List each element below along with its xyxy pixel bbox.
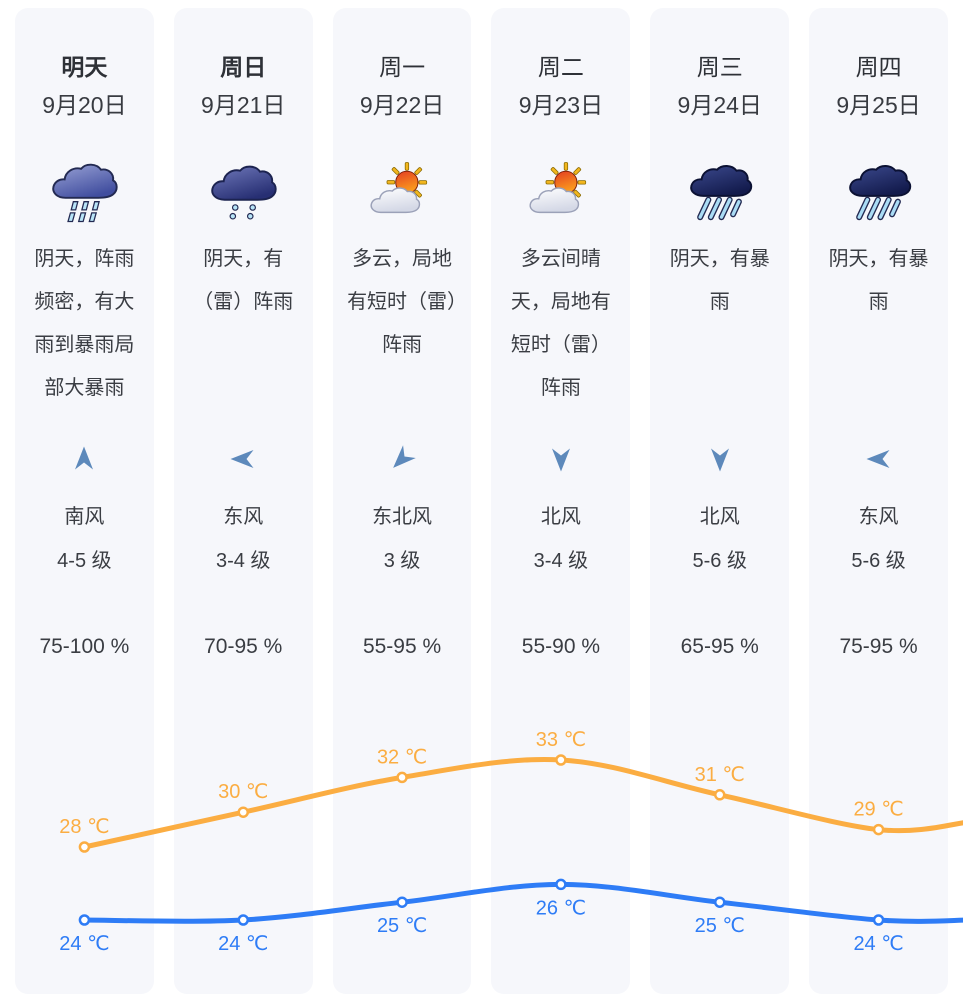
sun-cloud-icon [529, 162, 586, 214]
wind-force-label: 4-5 级 [57, 550, 112, 572]
wind-force-label: 5-6 级 [851, 550, 906, 572]
wind-force-label: 3-4 级 [216, 550, 271, 572]
day-name: 周三 [696, 54, 743, 80]
day-card[interactable]: 周日 9月21日 阴天，有（雷）阵雨 东风 3-4 级 70-95 % [173, 8, 313, 994]
weather-description: 多云间晴天，局地有短时（雷）阵雨 [510, 248, 611, 399]
day-card[interactable]: 周二 9月23日 多云间晴天，局地有短时（雷）阵雨 北风 3-4 级 55-90… [491, 8, 631, 994]
day-name: 周二 [537, 54, 584, 80]
wind-arrow-icon [230, 450, 254, 468]
humidity-range: 55-95 % [362, 635, 442, 658]
weather-icon [491, 158, 630, 226]
weather-description: 阴天，有（雷）阵雨 [193, 248, 294, 313]
wind-direction-label: 东风 [223, 506, 264, 528]
day-date: 9月22日 [359, 92, 445, 118]
wind-direction-label: 北风 [540, 506, 581, 528]
humidity-range: 75-100 % [39, 635, 130, 658]
wind-direction-label: 东北风 [372, 506, 433, 528]
weather-description: 多云，局地有短时（雷）阵雨 [347, 248, 458, 356]
storm-rain-icon [689, 165, 752, 221]
rain-drops-icon [211, 165, 277, 220]
humidity-range: 70-95 % [204, 635, 283, 658]
weather-description: 阴天，有暴雨 [828, 248, 929, 313]
wind-direction-icon [650, 442, 789, 476]
heavy-rain-icon [52, 163, 119, 223]
weather-icon [15, 158, 154, 226]
wind-force-label: 3-4 级 [533, 550, 589, 572]
wind-arrow-icon [551, 448, 570, 472]
wind-direction-label: 南风 [64, 506, 105, 528]
humidity-range: 65-95 % [680, 635, 759, 658]
day-name: 周日 [220, 54, 267, 80]
weather-icon [809, 158, 948, 226]
day-card[interactable]: 周一 9月22日 多云，局地有短时（雷）阵雨 东北风 3 级 55-95 % [332, 8, 472, 994]
weather-description: 阴天，阵雨频密，有大雨到暴雨局部大暴雨 [34, 248, 135, 399]
day-date: 9月23日 [518, 92, 604, 118]
wind-direction-label: 东风 [858, 506, 899, 528]
wind-arrow-icon [393, 445, 416, 468]
humidity-range: 75-95 % [839, 635, 918, 658]
wind-direction-icon [15, 442, 154, 476]
wind-arrow-icon [866, 450, 890, 468]
weather-icon [174, 158, 313, 226]
day-date: 9月21日 [201, 92, 286, 118]
humidity-range: 55-90 % [521, 635, 601, 658]
day-card[interactable]: 周四 9月25日 阴天，有暴雨 东风 5-6 级 75-95 % [809, 8, 948, 994]
wind-direction-icon [809, 442, 948, 476]
wind-direction-icon [491, 442, 630, 476]
day-date: 9月25日 [836, 92, 921, 118]
weather-description: 阴天，有暴雨 [669, 248, 770, 313]
sun-cloud-icon [370, 162, 428, 214]
storm-rain-icon [848, 165, 911, 221]
day-name: 周四 [855, 54, 902, 80]
day-name: 周一 [379, 54, 426, 80]
day-card[interactable]: 明天 9月20日 阴天，阵雨频密，有大雨到暴雨局部大暴雨 南风 4-5 级 75… [15, 8, 154, 994]
wind-direction-icon [333, 442, 472, 476]
day-date: 9月20日 [42, 92, 127, 118]
wind-direction-icon [174, 442, 313, 476]
day-name: 明天 [61, 54, 108, 80]
wind-force-label: 5-6 级 [692, 550, 747, 572]
wind-arrow-icon [710, 448, 729, 472]
wind-direction-label: 北风 [699, 506, 740, 528]
day-card[interactable]: 周三 9月24日 阴天，有暴雨 北风 5-6 级 65-95 % [650, 8, 790, 994]
weather-icon [650, 158, 789, 226]
wind-force-label: 3 级 [383, 550, 421, 572]
weather-icon [333, 158, 472, 226]
day-date: 9月24日 [677, 92, 762, 118]
wind-arrow-icon [75, 446, 94, 470]
